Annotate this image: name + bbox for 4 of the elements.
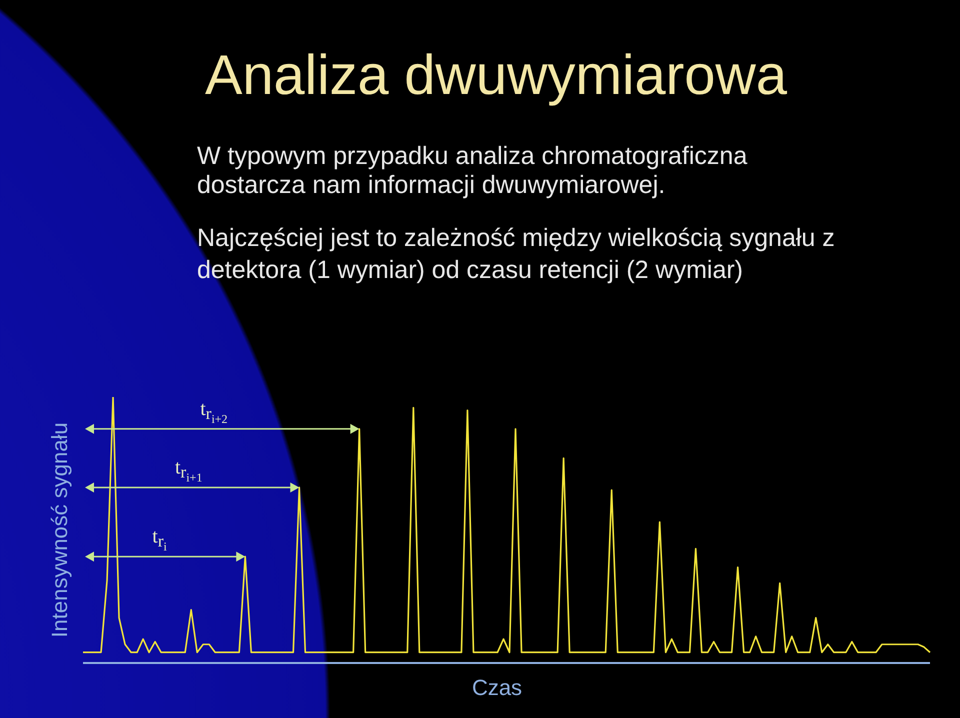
x-axis-title: Czas bbox=[472, 675, 522, 701]
chart-subtitle: W typowym przypadku analiza chromatograficzna dostarcza nam informacji dwuwymiarowej. bbox=[197, 142, 748, 200]
y-axis-title: Intensywność sygnału bbox=[47, 422, 73, 638]
chart-title: Analiza dwuwymiarowa bbox=[205, 42, 788, 107]
